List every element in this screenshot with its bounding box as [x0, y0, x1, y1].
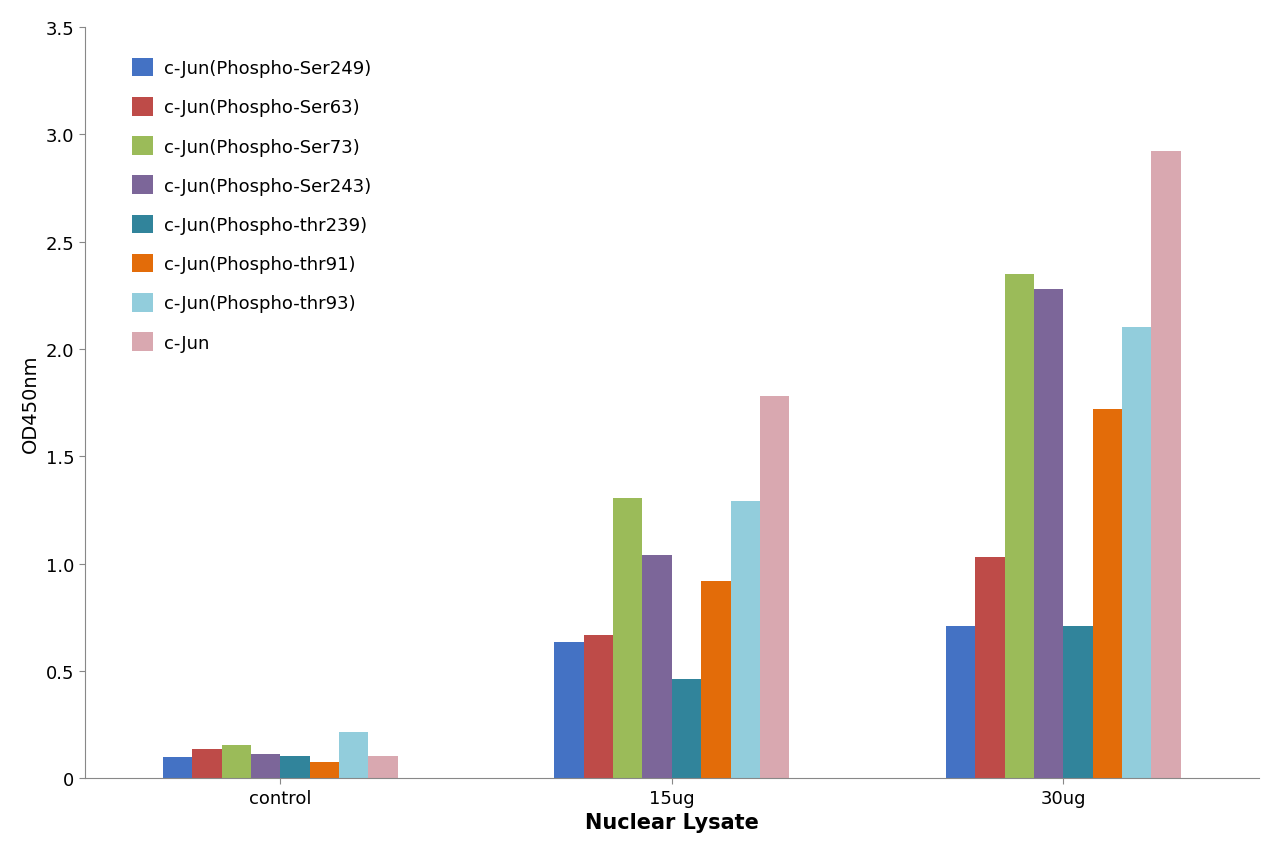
Bar	[339, 732, 369, 778]
Bar	[554, 642, 584, 778]
Bar	[192, 749, 221, 778]
Bar	[975, 557, 1005, 778]
Bar	[1093, 409, 1123, 778]
Bar	[280, 756, 310, 778]
Y-axis label: OD450nm: OD450nm	[20, 354, 40, 452]
Bar	[946, 626, 975, 778]
Bar	[1152, 152, 1181, 778]
Bar	[672, 680, 701, 778]
Bar	[643, 555, 672, 778]
Bar	[221, 745, 251, 778]
Bar	[731, 502, 760, 778]
Bar	[369, 756, 398, 778]
Bar	[1034, 289, 1064, 778]
Bar	[701, 581, 731, 778]
Bar	[1123, 328, 1152, 778]
Bar	[163, 757, 192, 778]
Bar	[310, 763, 339, 778]
Bar	[1064, 626, 1093, 778]
Bar	[251, 753, 280, 778]
X-axis label: Nuclear Lysate: Nuclear Lysate	[585, 812, 759, 833]
Legend: c-Jun(Phospho-Ser249), c-Jun(Phospho-Ser63), c-Jun(Phospho-Ser73), c-Jun(Phospho: c-Jun(Phospho-Ser249), c-Jun(Phospho-Ser…	[116, 44, 385, 367]
Bar	[584, 635, 613, 778]
Bar	[760, 397, 790, 778]
Bar	[1005, 275, 1034, 778]
Bar	[613, 498, 643, 778]
